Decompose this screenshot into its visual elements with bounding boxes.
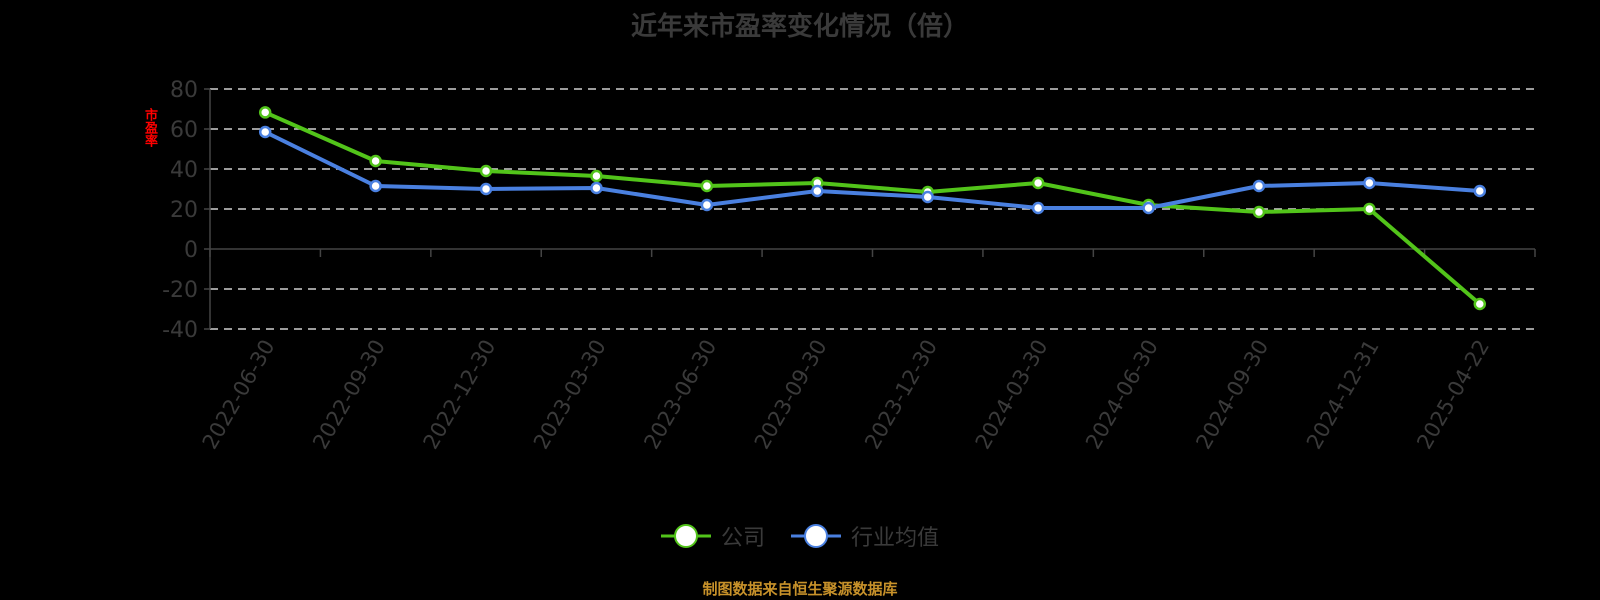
x-tick-label: 2025-04-22 [1412,336,1494,454]
company-line [264,110,1482,306]
data-point[interactable] [369,179,382,193]
legend-marker-icon [791,524,841,548]
data-point[interactable] [479,182,493,196]
industry-average-line [264,130,1480,210]
legend-item-industry-average[interactable]: 行业均值 [791,520,939,552]
y-tick-label: 0 [184,238,198,263]
data-point[interactable] [700,179,714,193]
y-tick-label: 20 [170,198,198,223]
legend-marker-icon [660,524,711,548]
y-tick-label: -40 [162,318,198,343]
data-point[interactable] [590,169,603,183]
x-tick-label: 2022-06-30 [198,336,280,454]
x-tick-label: 2022-09-30 [308,336,390,454]
legend-label: 公司 [720,526,765,551]
x-tick-label: 2022-12-30 [419,335,501,453]
x-tick-label: 2023-09-30 [750,336,832,454]
legend-label: 行业均值 [851,526,940,551]
data-point[interactable] [479,164,493,178]
data-point[interactable] [921,190,934,204]
data-point[interactable] [700,198,714,212]
data-point[interactable] [1473,184,1487,198]
x-tick-label: 2024-03-30 [971,336,1053,454]
data-point[interactable] [1473,297,1487,311]
data-point[interactable] [1142,201,1155,215]
data-point[interactable] [811,184,824,198]
data-point[interactable] [1031,201,1045,215]
x-tick-label: 2024-09-30 [1191,336,1273,454]
y-tick-label: -20 [162,278,198,303]
data-point[interactable] [1252,205,1266,219]
x-tick-label: 2024-12-31 [1302,336,1384,454]
data-point[interactable] [1363,202,1376,216]
source-note: 制图数据来自恒生聚源数据库 [702,580,898,598]
legend-item-company[interactable]: 公司 [660,520,765,552]
x-tick-label: 2023-06-30 [639,336,721,454]
y-tick-label: 80 [170,78,198,103]
data-point[interactable] [1031,176,1045,190]
y-axis-label: 市盈率 [142,108,157,147]
data-point[interactable] [369,154,382,168]
data-point[interactable] [590,181,603,195]
y-tick-label: 60 [170,118,198,143]
x-tick-label: 2023-03-30 [529,336,611,454]
data-point[interactable] [258,125,272,139]
chart-title: 近年来市盈率变化情况（倍） [630,12,969,42]
data-point[interactable] [258,106,272,119]
data-point[interactable] [1363,176,1376,190]
y-tick-label: 40 [170,158,198,183]
x-tick-label: 2024-06-30 [1081,336,1163,454]
x-tick-label: 2023-12-30 [860,335,942,453]
legend: 公司 行业均值 [0,520,1600,552]
data-point[interactable] [1252,179,1266,193]
